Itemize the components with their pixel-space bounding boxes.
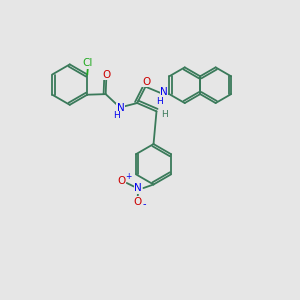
Text: O: O xyxy=(117,176,125,186)
Text: +: + xyxy=(125,172,131,181)
Text: N: N xyxy=(117,103,125,113)
Text: O: O xyxy=(142,76,150,87)
Text: H: H xyxy=(113,111,119,120)
Text: H: H xyxy=(156,97,163,106)
Text: N: N xyxy=(134,183,142,193)
Text: H: H xyxy=(161,110,168,119)
Text: O: O xyxy=(134,197,142,207)
Text: N: N xyxy=(160,87,168,97)
Text: O: O xyxy=(102,70,110,80)
Text: Cl: Cl xyxy=(83,58,93,68)
Text: -: - xyxy=(142,199,146,209)
